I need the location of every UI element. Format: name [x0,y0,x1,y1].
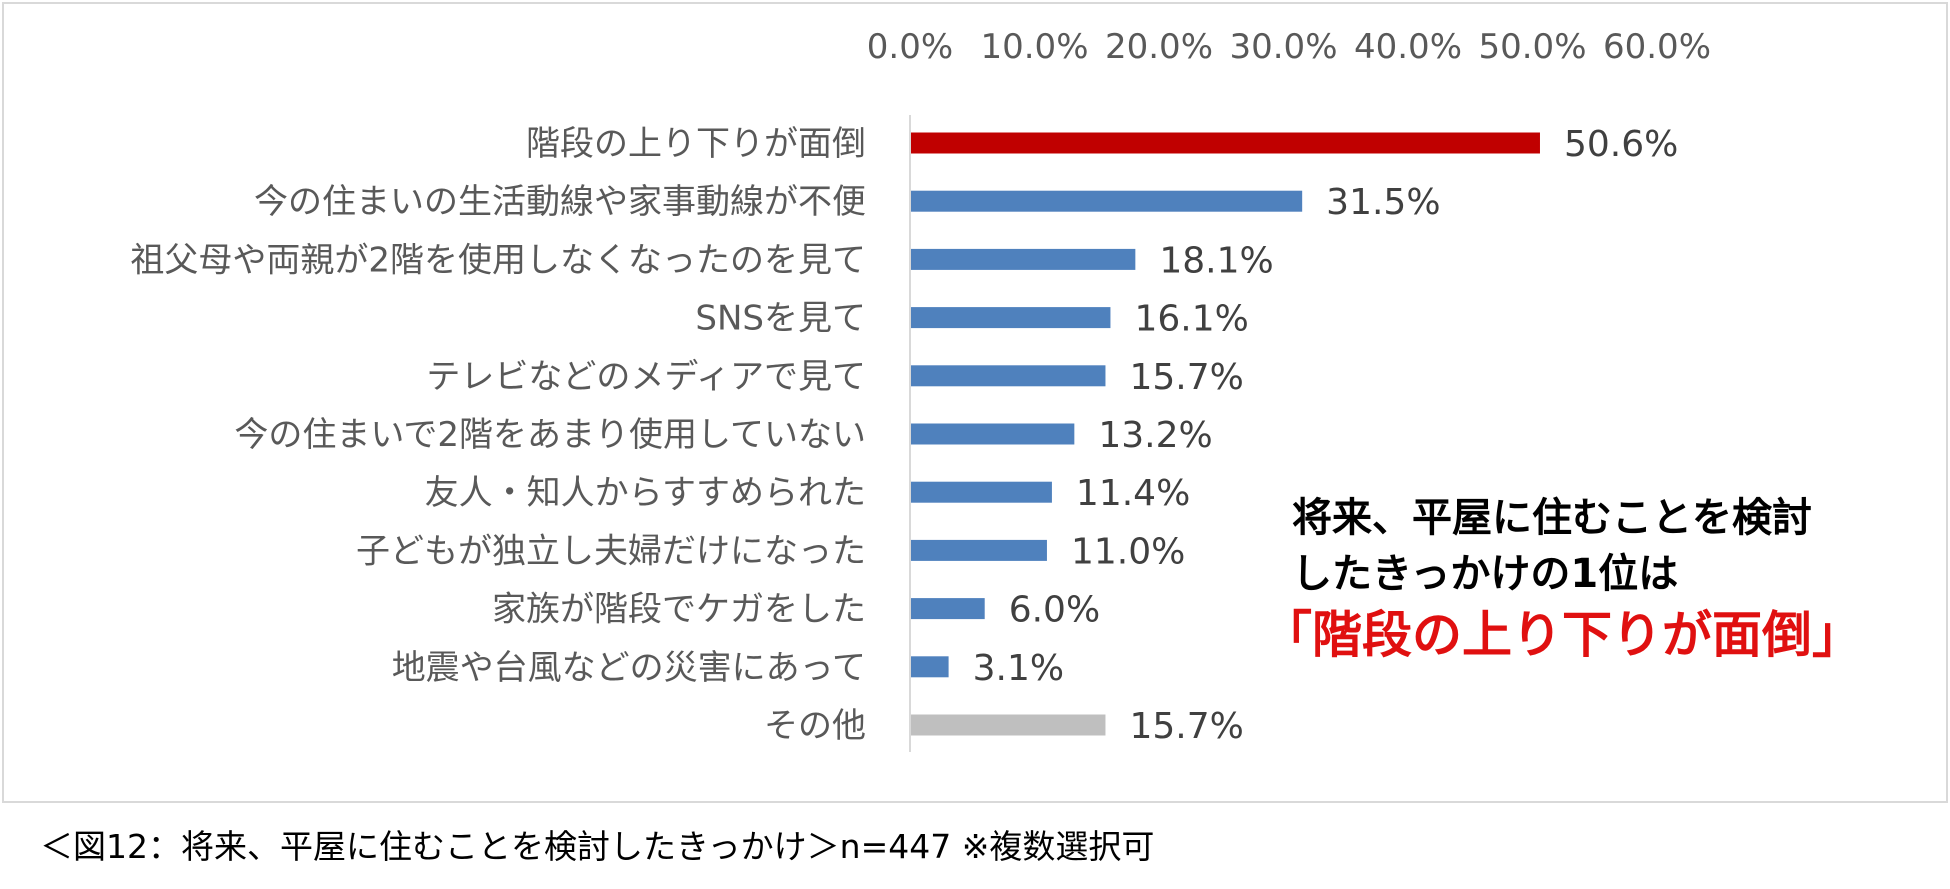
x-tick-label: 10.0% [980,27,1088,67]
x-tick-label: 50.0% [1478,27,1586,67]
category-label: 子どもが独立し夫婦だけになった [356,531,866,571]
bar [911,598,985,620]
bar [911,656,949,678]
callout-line-1: 将来、平屋に住むことを検討 [1292,495,1812,541]
callout-box: 将来、平屋に住むことを検討 したきっかけの1位は 「階段の上り下りが面倒」 [1262,490,1902,668]
bar [911,132,1540,154]
bar [911,248,1136,270]
category-labels: 階段の上り下りが面倒今の住まいの生活動線や家事動線が不便祖父母や両親が2階を使用… [130,124,866,746]
x-tick-label: 40.0% [1354,27,1462,67]
callout-highlight: 「階段の上り下りが面倒」 [1262,606,1862,664]
data-label: 3.1% [973,648,1064,689]
bar [911,365,1106,387]
category-label: テレビなどのメディアで見て [426,357,866,397]
bar [911,307,1111,329]
category-label: SNSを見て [695,299,866,339]
category-label: 友人・知人からすすめられた [425,473,866,513]
data-label: 11.0% [1071,531,1185,572]
bar [911,539,1047,561]
chart-frame [2,2,1948,803]
x-tick-label: 30.0% [1229,27,1337,67]
data-label: 15.7% [1129,357,1243,398]
x-tick-label: 60.0% [1603,27,1711,67]
bar [911,190,1303,212]
bar-chart: 0.0% 10.0% 20.0% 30.0% 40.0% 50.0% 60.0% 階段の上り… [130,27,1711,752]
data-labels: 50.6% 31.5% 18.1% 16.1% 15.7% 13.2% 11.4% 11.0%… [973,124,1679,747]
bars [911,132,1540,736]
bar [911,714,1106,736]
x-axis-ticks: 0.0% 10.0% 20.0% 30.0% 40.0% 50.0% 60.0% [867,27,1711,67]
category-label: 家族が階段でケガをした [492,590,866,630]
data-label: 50.6% [1564,124,1678,165]
x-tick-label: 20.0% [1105,27,1213,67]
data-label: 13.2% [1098,415,1212,456]
category-label: その他 [764,706,866,746]
figure-caption: ＜図12：将来、平屋に住むことを検討したきっかけ＞n=447 ※複数選択可 [40,827,1155,866]
bar [911,481,1052,503]
callout-line-2: したきっかけの1位は [1292,551,1679,597]
bar [911,423,1075,445]
data-label: 16.1% [1134,299,1248,340]
data-label: 6.0% [1009,590,1100,631]
x-tick-label: 0.0% [867,27,953,67]
data-label: 15.7% [1129,706,1243,747]
data-label: 18.1% [1159,240,1273,281]
category-label: 階段の上り下りが面倒 [526,124,866,164]
category-label: 今の住まいで2階をあまり使用していない [234,415,866,455]
data-label: 31.5% [1326,182,1440,223]
category-label: 祖父母や両親が2階を使用しなくなったのを見て [130,240,866,280]
data-label: 11.4% [1076,473,1190,514]
category-label: 今の住まいの生活動線や家事動線が不便 [254,182,866,222]
category-label: 地震や台風などの災害にあって [392,648,866,688]
